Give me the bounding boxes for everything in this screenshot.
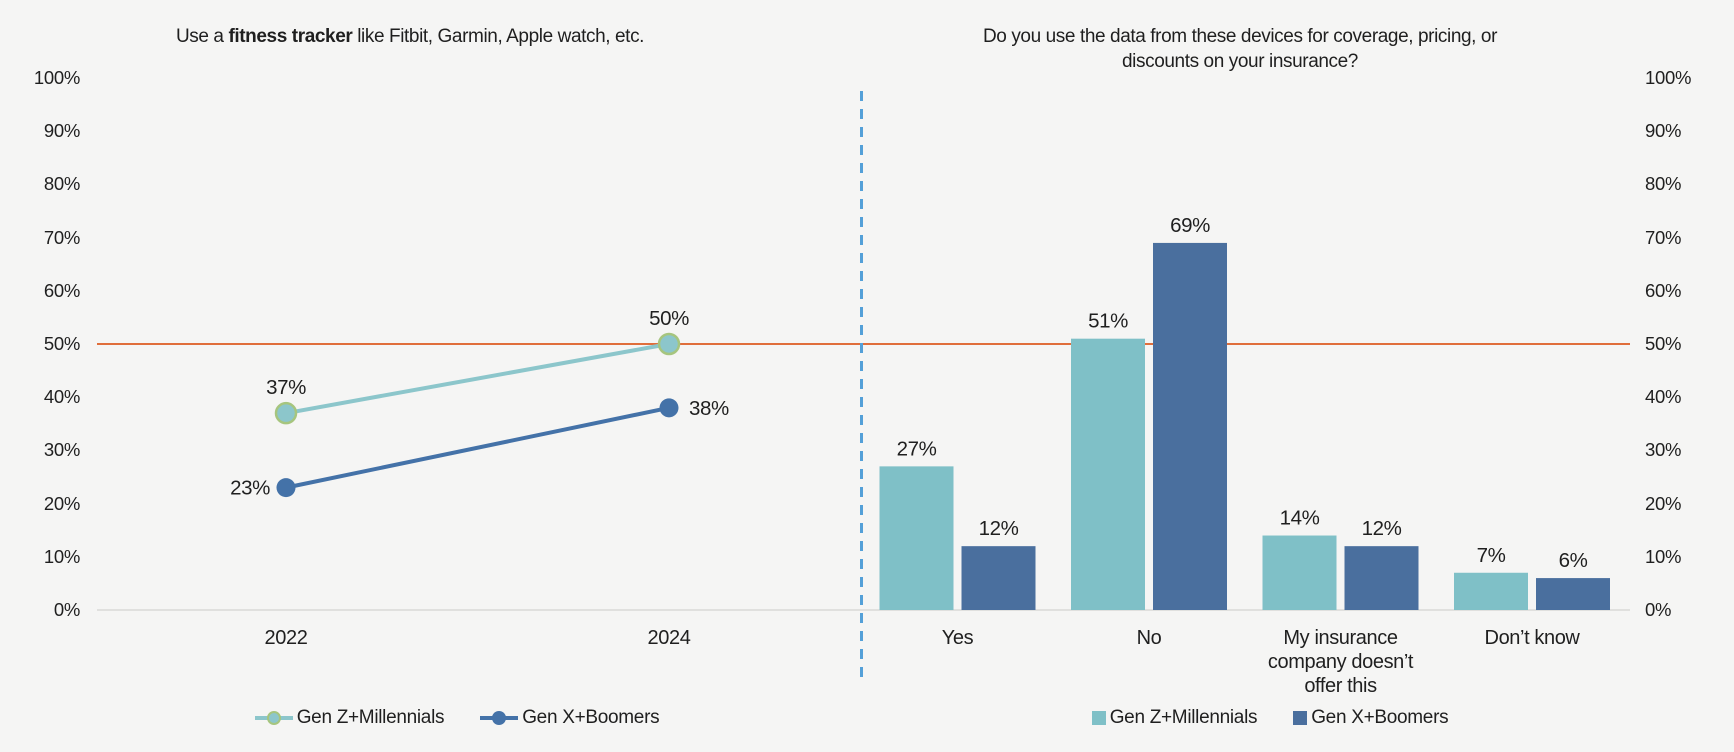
left-y-tick-90: 90% [43,120,80,142]
left-chart-title: Use a fitness tracker like Fitbit, Garmi… [30,24,790,49]
right-y-tick-40: 40% [1645,386,1682,408]
bar-label-genz-1: 51% [1088,310,1128,333]
left-title-suffix: like Fitbit, Garmin, Apple watch, etc. [352,26,645,47]
bar-label-genx-0: 12% [979,517,1019,540]
x-label-bar-1: No [1136,627,1162,649]
left-y-tick-40: 40% [43,386,80,408]
bar-genx-0 [961,546,1036,610]
line-genz [284,342,671,416]
right-y-tick-50: 50% [1645,333,1682,354]
left-chart-legend: Gen Z+Millennials Gen X+Boomers [97,703,817,733]
left-y-tick-30: 30% [43,439,80,461]
right-chart-title: Do you use the data from these devices f… [820,24,1660,74]
right-y-tick-70: 70% [1645,226,1682,248]
right-y-tick-90: 90% [1645,120,1682,142]
bar-label-genz-3: 7% [1477,544,1506,567]
legend-item-genz: Gen Z+Millennials [1091,707,1258,729]
bar-genx-3 [1536,578,1610,610]
right-title-line-2: discounts on your insurance? [1122,51,1358,72]
right-chart-legend: Gen Z+Millennials Gen X+Boomers [900,703,1640,733]
right-title-line-1: Do you use the data from these devices f… [982,26,1498,47]
bar-genx-2 [1344,546,1419,610]
bar-genz-1 [1071,338,1145,610]
left-title-bold: fitness tracker [228,26,353,47]
bar-label-genz-0: 27% [897,437,937,460]
bar-label-genz-2: 14% [1280,507,1320,530]
legend-label: Gen Z+Millennials [1109,707,1258,728]
bar-genz-2 [1262,535,1337,610]
bar-label-genx-1: 69% [1170,214,1210,237]
legend-label: Gen X+Boomers [522,707,660,728]
left-y-tick-0: 0% [53,599,80,620]
right-y-tick-80: 80% [1645,173,1682,195]
right-y-tick-30: 30% [1645,439,1682,461]
point-label-genx-2024: 38% [689,397,729,420]
right-y-tick-10: 10% [1645,545,1682,567]
line-genx [284,405,671,490]
legend-item-genx: Gen X+Boomers [1293,707,1449,729]
legend-swatch-line-genx [480,711,519,725]
marker-genx-2022 [276,478,296,498]
point-label-genz-2024: 50% [649,307,689,330]
x-label-bar-0: Yes [941,627,974,649]
legend-swatch-square-genx [1293,711,1308,725]
bar-genx-1 [1153,242,1227,611]
left-y-tick-50: 50% [43,333,80,354]
point-label-genx-2022: 23% [230,477,270,500]
legend-swatch-square-genz [1091,711,1106,725]
left-y-tick-70: 70% [43,226,80,248]
bar-genz-3 [1454,572,1528,610]
marker-genz-2022 [274,401,298,425]
right-y-tick-0: 0% [1645,599,1672,620]
x-label-2022: 2022 [264,627,308,649]
right-y-tick-20: 20% [1645,492,1682,514]
x-label-bar-3: Don’t know [1484,627,1580,649]
legend-item-genz: Gen Z+Millennials [254,707,445,729]
marker-genx-2024 [659,398,679,418]
x-label-bar-2: My insurance company doesn’t offer this [1267,627,1414,697]
left-y-tick-80: 80% [43,173,80,195]
marker-genz-2024 [657,332,681,356]
legend-label: Gen Z+Millennials [296,707,445,728]
legend-label: Gen X+Boomers [1311,707,1449,728]
left-y-tick-100: 100% [33,67,80,88]
left-title-prefix: Use a [175,26,229,47]
left-y-tick-20: 20% [43,492,80,514]
x-label-2024: 2024 [647,627,691,649]
point-label-genz-2022: 37% [266,376,306,399]
left-y-tick-10: 10% [43,545,80,567]
bar-genz-0 [879,466,954,610]
bar-label-genx-2: 12% [1362,517,1402,540]
legend-item-genx: Gen X+Boomers [480,707,660,729]
right-y-axis: 100% 90% 80% 70% 60% 50% 40% 30% 20% 10% 0% [1645,0,1730,752]
legend-swatch-line-genz [254,711,293,725]
right-y-tick-100: 100% [1645,67,1692,88]
right-y-tick-60: 60% [1645,279,1682,301]
left-y-axis: 100% 90% 80% 70% 60% 50% 40% 30% 20% 10% 0% [0,0,80,752]
left-y-tick-60: 60% [43,279,80,301]
bar-label-genx-3: 6% [1559,549,1588,572]
